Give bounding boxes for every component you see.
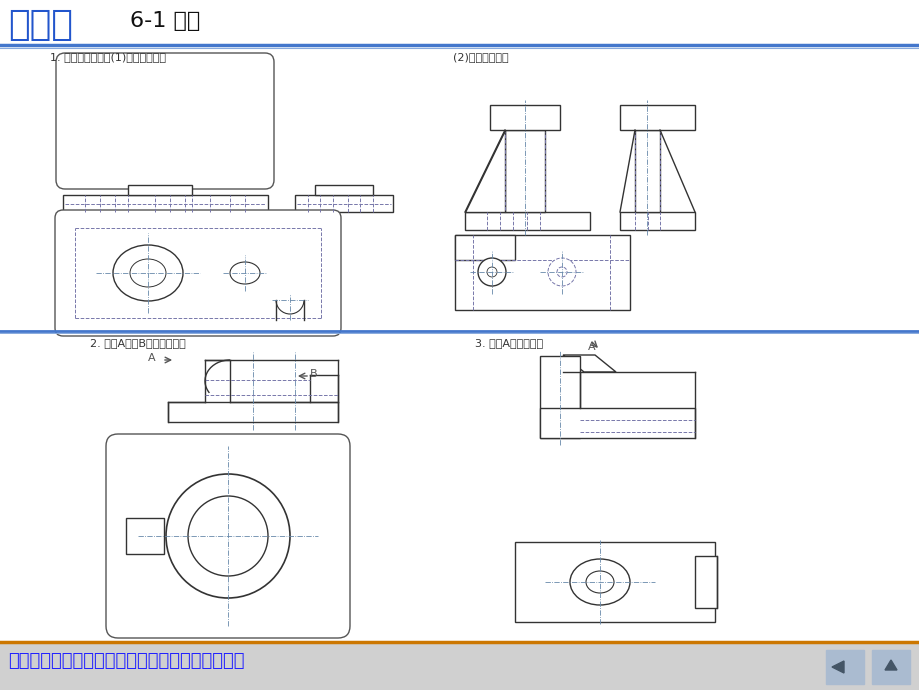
FancyBboxPatch shape: [55, 210, 341, 336]
Text: A: A: [148, 353, 155, 363]
Bar: [871, 650, 909, 684]
Bar: [694, 556, 716, 608]
Bar: [455, 235, 515, 260]
Ellipse shape: [113, 245, 183, 301]
Bar: [128, 185, 192, 195]
Text: 1. 补画基本视图。(1)补画俯视图。: 1. 补画基本视图。(1)补画俯视图。: [50, 52, 165, 62]
Bar: [455, 235, 630, 310]
Bar: [634, 130, 659, 212]
Polygon shape: [464, 130, 505, 212]
Circle shape: [478, 258, 505, 286]
Ellipse shape: [230, 262, 260, 284]
Bar: [825, 650, 863, 684]
Polygon shape: [884, 660, 896, 670]
Bar: [619, 105, 694, 130]
Bar: [539, 408, 694, 438]
Polygon shape: [831, 661, 843, 673]
Circle shape: [486, 267, 496, 277]
Bar: [464, 212, 589, 230]
Polygon shape: [562, 355, 616, 372]
Text: (2)补画右视图。: (2)补画右视图。: [452, 52, 508, 62]
Text: 3. 补画A向斜视图。: 3. 补画A向斜视图。: [474, 338, 542, 348]
FancyBboxPatch shape: [106, 434, 349, 638]
Bar: [490, 105, 560, 130]
Circle shape: [556, 267, 566, 277]
Bar: [505, 130, 544, 212]
Bar: [168, 402, 337, 422]
Ellipse shape: [570, 559, 630, 605]
Text: 2. 补画A向、B向局部视图。: 2. 补画A向、B向局部视图。: [90, 338, 186, 348]
Text: 第六章: 第六章: [8, 8, 73, 42]
Ellipse shape: [130, 259, 165, 287]
Bar: [515, 542, 714, 622]
Bar: [619, 212, 694, 230]
Circle shape: [548, 258, 575, 286]
Bar: [539, 356, 579, 438]
Bar: [126, 518, 164, 554]
Bar: [62, 195, 267, 212]
Text: 6-1 视图: 6-1 视图: [130, 11, 200, 31]
Bar: [314, 185, 372, 195]
Text: B: B: [310, 369, 317, 379]
Circle shape: [165, 474, 289, 598]
Text: A: A: [587, 342, 595, 352]
Ellipse shape: [585, 571, 613, 593]
Bar: [0, 642, 919, 690]
Circle shape: [187, 496, 267, 576]
FancyBboxPatch shape: [56, 53, 274, 189]
Bar: [295, 195, 392, 212]
Text: 请用鼠标点击需要解答的习题。或翻页寻找习题。: 请用鼠标点击需要解答的习题。或翻页寻找习题。: [8, 652, 244, 670]
